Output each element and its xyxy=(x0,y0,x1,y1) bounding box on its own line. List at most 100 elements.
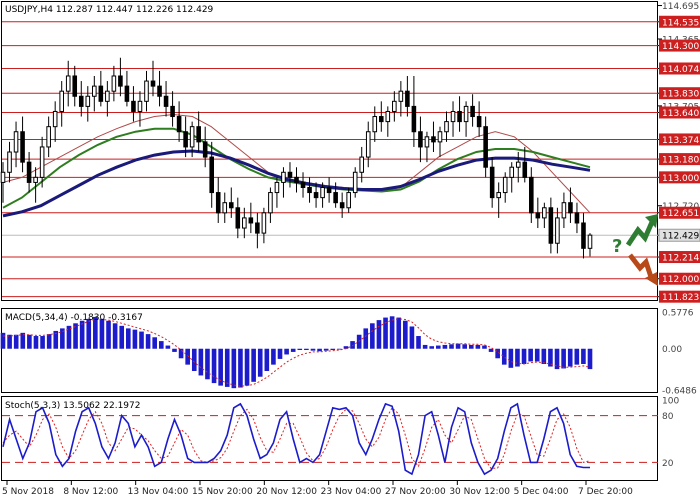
price-tick-label: 113.830 xyxy=(662,90,699,100)
macd-bar xyxy=(310,348,316,351)
candle-bear xyxy=(307,186,312,194)
candle-bull xyxy=(561,202,567,219)
price-level-tag-bg xyxy=(659,153,700,166)
price-tick-label: 113.640 xyxy=(662,109,699,119)
stoch-d-line xyxy=(2,406,591,470)
macd-bar xyxy=(33,336,39,349)
macd-bar xyxy=(449,344,454,349)
candle-bull xyxy=(111,75,117,92)
candle-bull xyxy=(450,110,456,123)
time-tick-label: 5 Dec 04:00 xyxy=(514,487,569,497)
price-tick-label: 114.074 xyxy=(662,65,699,75)
macd-bar xyxy=(528,348,533,362)
candle-bear xyxy=(98,85,104,102)
macd-bar xyxy=(0,332,6,349)
macd-bar xyxy=(132,329,138,349)
candle-bear xyxy=(483,126,488,168)
price-level-tag: 113.000 xyxy=(659,171,700,184)
macd-tick-label: 0.5776 xyxy=(662,309,694,319)
macd-bar xyxy=(350,341,355,349)
price-level-tag: 113.374 xyxy=(659,133,700,146)
macd-bar xyxy=(231,348,237,389)
macd-bar xyxy=(581,348,586,365)
candle-bull xyxy=(437,131,443,143)
macd-bar xyxy=(284,348,289,355)
bearish-arrow xyxy=(628,253,655,281)
candle-bear xyxy=(339,202,345,209)
candle-bear xyxy=(313,192,319,199)
macd-bar xyxy=(323,348,329,351)
candle-bull xyxy=(502,176,508,194)
candle-bear xyxy=(157,85,162,97)
price-tick-label: 114.300 xyxy=(662,42,699,52)
stoch-panel-title: Stoch(5,3,3) 13.5062 22.1972 xyxy=(5,401,140,411)
price-tick-label: 113.180 xyxy=(662,156,699,166)
macd-bar xyxy=(99,318,105,349)
price-level-tag-bg xyxy=(659,106,700,119)
macd-bar xyxy=(567,348,573,367)
macd-axis: 0.5776 0.00 -0.6486 xyxy=(662,309,697,397)
price-level-tag: 113.180 xyxy=(659,153,700,166)
candle-bull xyxy=(33,176,38,183)
candle-bull xyxy=(222,202,228,214)
price-tick-label: 112.651 xyxy=(662,209,699,219)
stoch-tick-label: 20 xyxy=(662,459,674,469)
macd-bar xyxy=(475,344,481,349)
candle-bear xyxy=(405,90,410,107)
macd-bar xyxy=(337,348,342,350)
time-tick-label: 5 Nov 2018 xyxy=(2,487,54,497)
macd-bar xyxy=(343,346,349,349)
macd-bar xyxy=(165,345,171,349)
candle-bull xyxy=(385,110,391,123)
macd-bar xyxy=(508,348,514,368)
macd-histogram xyxy=(0,316,593,389)
macd-bar xyxy=(422,344,428,349)
candle-bull xyxy=(555,217,560,244)
price-level-tag: 114.300 xyxy=(659,39,700,52)
candle-bull xyxy=(372,116,378,133)
candle-bull xyxy=(463,105,469,123)
bullish-arrow-head xyxy=(645,214,658,228)
current-price-label: 112.429 xyxy=(662,232,699,242)
candle-bull xyxy=(515,161,521,168)
macd-bar xyxy=(488,348,494,352)
macd-bar xyxy=(455,343,461,349)
scenario-annotation: ? xyxy=(612,214,658,286)
macd-bar xyxy=(356,334,362,349)
macd-bar xyxy=(442,344,448,349)
candle-bear xyxy=(457,110,462,123)
candle-bear xyxy=(411,105,417,133)
macd-bar xyxy=(435,345,441,349)
macd-bar xyxy=(561,348,566,369)
macd-bar xyxy=(27,334,32,349)
question-mark: ? xyxy=(612,236,622,257)
price-level-tag: 112.214 xyxy=(659,251,700,264)
candle-bear xyxy=(118,75,123,87)
macd-bar xyxy=(330,348,336,351)
macd-tick-label: 0.00 xyxy=(662,345,682,355)
macd-bar xyxy=(46,334,52,349)
candle-bull xyxy=(509,166,515,178)
candle-bear xyxy=(183,131,188,148)
price-level-tag-bg xyxy=(659,206,700,219)
candle-bull xyxy=(587,234,593,249)
price-tick-label: 111.823 xyxy=(662,293,699,303)
candle-bull xyxy=(242,217,247,229)
macd-bar xyxy=(482,345,487,349)
price-tick-label: 112.214 xyxy=(662,254,699,264)
price-level-tag-bg xyxy=(659,62,700,75)
time-axis: 5 Nov 2018 8 Nov 12:00 13 Nov 04:00 15 Nov … xyxy=(2,481,633,497)
macd-bar xyxy=(66,325,72,349)
candle-bull xyxy=(359,156,365,173)
macd-bar xyxy=(548,348,553,367)
candle-bull xyxy=(144,80,149,102)
macd-bar xyxy=(587,348,593,370)
stoch-k-line xyxy=(2,402,590,476)
candle-bear xyxy=(489,166,495,199)
price-level-tag: 113.640 xyxy=(659,106,700,119)
stoch-panel-frame xyxy=(1,396,658,481)
macd-bar xyxy=(106,320,111,349)
candle-bear xyxy=(72,75,78,97)
candle-bull xyxy=(444,121,449,133)
candle-bear xyxy=(163,95,169,107)
